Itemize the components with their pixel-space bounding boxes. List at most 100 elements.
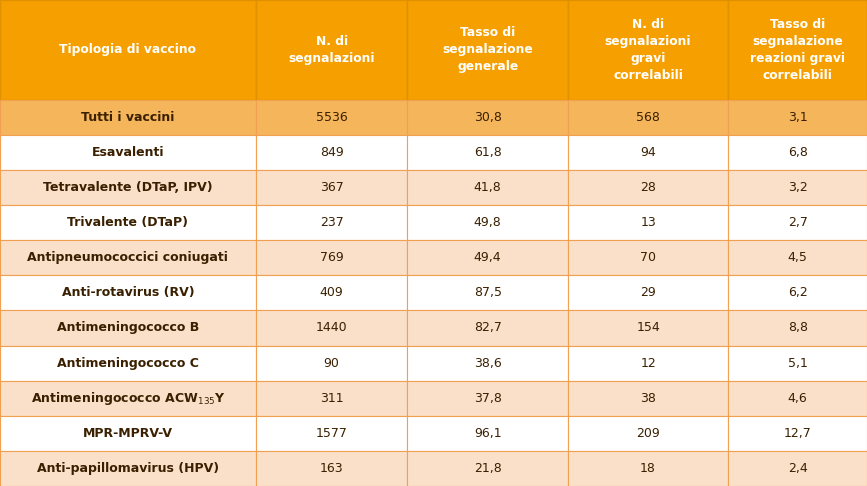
Text: 5536: 5536	[316, 111, 348, 124]
Bar	[407, 240, 568, 275]
Text: 37,8: 37,8	[473, 392, 502, 405]
Text: 87,5: 87,5	[473, 286, 502, 299]
Text: Tasso di
segnalazione
generale: Tasso di segnalazione generale	[442, 26, 533, 73]
Bar	[728, 135, 867, 170]
Text: 163: 163	[320, 462, 343, 475]
Bar	[0, 100, 256, 135]
Text: Anti-rotavirus (RV): Anti-rotavirus (RV)	[62, 286, 194, 299]
Bar	[256, 240, 407, 275]
Bar	[0, 451, 256, 486]
Bar	[407, 381, 568, 416]
Bar	[256, 205, 407, 240]
Text: 38: 38	[640, 392, 656, 405]
Bar	[256, 0, 407, 100]
Bar	[0, 381, 256, 416]
Bar	[728, 240, 867, 275]
Text: 96,1: 96,1	[474, 427, 501, 440]
Text: 6,2: 6,2	[788, 286, 807, 299]
Bar	[407, 0, 568, 100]
Bar	[407, 346, 568, 381]
Text: Tutti i vaccini: Tutti i vaccini	[81, 111, 174, 124]
Bar	[0, 240, 256, 275]
Bar	[568, 275, 728, 311]
Bar	[728, 100, 867, 135]
Bar	[256, 416, 407, 451]
Text: 769: 769	[320, 251, 343, 264]
Text: N. di
segnalazioni: N. di segnalazioni	[289, 35, 375, 65]
Text: 409: 409	[320, 286, 343, 299]
Bar	[407, 100, 568, 135]
Text: 29: 29	[640, 286, 656, 299]
Bar	[568, 240, 728, 275]
Text: 237: 237	[320, 216, 343, 229]
Bar	[0, 311, 256, 346]
Text: 12: 12	[640, 357, 656, 369]
Text: 13: 13	[640, 216, 656, 229]
Text: 94: 94	[640, 146, 656, 159]
Bar	[568, 100, 728, 135]
Bar	[728, 416, 867, 451]
Bar	[568, 0, 728, 100]
Bar	[407, 311, 568, 346]
Text: 61,8: 61,8	[473, 146, 502, 159]
Text: 28: 28	[640, 181, 656, 194]
Bar	[0, 135, 256, 170]
Bar	[568, 205, 728, 240]
Text: 5,1: 5,1	[788, 357, 807, 369]
Text: Tipologia di vaccino: Tipologia di vaccino	[59, 43, 197, 56]
Bar	[256, 346, 407, 381]
Bar	[0, 170, 256, 205]
Bar	[728, 275, 867, 311]
Text: Antipneumococcici coniugati: Antipneumococcici coniugati	[28, 251, 228, 264]
Text: Esavalenti: Esavalenti	[92, 146, 164, 159]
Text: 8,8: 8,8	[787, 321, 808, 334]
Bar	[568, 311, 728, 346]
Bar	[256, 100, 407, 135]
Text: 18: 18	[640, 462, 656, 475]
Text: 82,7: 82,7	[473, 321, 502, 334]
Bar	[568, 170, 728, 205]
Text: 41,8: 41,8	[473, 181, 502, 194]
Bar	[728, 311, 867, 346]
Text: 49,8: 49,8	[473, 216, 502, 229]
Bar	[407, 451, 568, 486]
Bar	[568, 451, 728, 486]
Bar	[407, 170, 568, 205]
Text: Tasso di
segnalazione
reazioni gravi
correlabili: Tasso di segnalazione reazioni gravi cor…	[750, 18, 845, 82]
Text: 70: 70	[640, 251, 656, 264]
Bar	[256, 135, 407, 170]
Text: 311: 311	[320, 392, 343, 405]
Text: Antimeningococco ACW$_{135}$Y: Antimeningococco ACW$_{135}$Y	[30, 390, 225, 407]
Bar	[407, 416, 568, 451]
Text: 1577: 1577	[316, 427, 348, 440]
Text: Antimeningococco ACW135Y: Antimeningococco ACW135Y	[28, 392, 228, 405]
Bar	[407, 135, 568, 170]
Bar	[407, 205, 568, 240]
Bar	[568, 381, 728, 416]
Text: 4,6: 4,6	[788, 392, 807, 405]
Bar	[0, 0, 256, 100]
Text: 3,2: 3,2	[788, 181, 807, 194]
Bar	[728, 451, 867, 486]
Bar	[0, 416, 256, 451]
Bar	[568, 416, 728, 451]
Bar	[568, 135, 728, 170]
Bar	[256, 381, 407, 416]
Text: Anti-papillomavirus (HPV): Anti-papillomavirus (HPV)	[36, 462, 219, 475]
Text: 154: 154	[636, 321, 660, 334]
Text: 2,4: 2,4	[788, 462, 807, 475]
Text: MPR-MPRV-V: MPR-MPRV-V	[83, 427, 173, 440]
Bar	[728, 0, 867, 100]
Text: 1440: 1440	[316, 321, 348, 334]
Text: 209: 209	[636, 427, 660, 440]
Bar	[728, 205, 867, 240]
Bar	[256, 311, 407, 346]
Text: 38,6: 38,6	[473, 357, 502, 369]
Text: 49,4: 49,4	[474, 251, 501, 264]
Bar	[568, 346, 728, 381]
Text: 849: 849	[320, 146, 343, 159]
Bar	[256, 275, 407, 311]
Bar	[0, 346, 256, 381]
Bar	[256, 451, 407, 486]
Text: N. di
segnalazioni
gravi
correlabili: N. di segnalazioni gravi correlabili	[605, 18, 691, 82]
